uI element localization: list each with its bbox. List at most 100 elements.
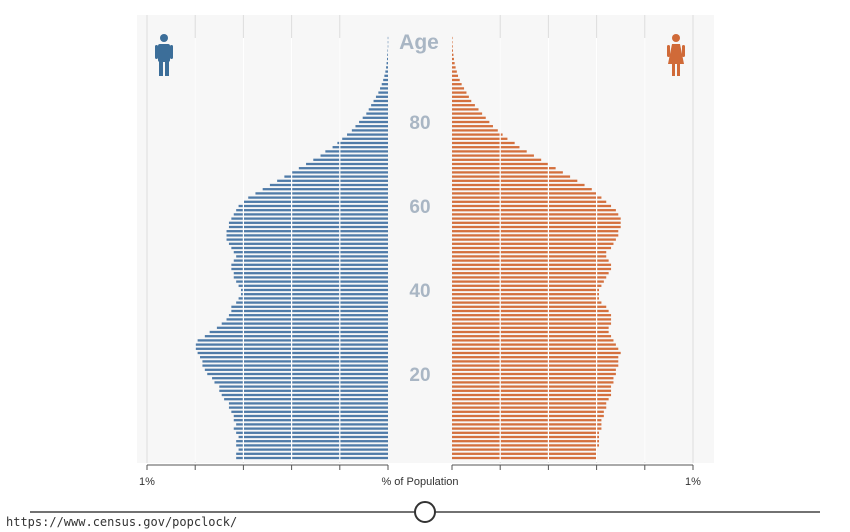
female-bar-age-14 bbox=[452, 398, 609, 401]
female-bar-age-79 bbox=[452, 125, 493, 128]
male-bar-age-88 bbox=[380, 87, 388, 90]
male-bar-age-42 bbox=[236, 280, 388, 283]
male-bar-age-12 bbox=[228, 406, 388, 409]
male-bar-age-8 bbox=[236, 423, 388, 426]
male-bar-age-24 bbox=[200, 356, 388, 359]
female-bar-age-54 bbox=[452, 230, 619, 233]
male-bar-age-79 bbox=[355, 125, 388, 128]
male-bar-age-37 bbox=[236, 301, 388, 304]
male-bar-age-39 bbox=[240, 293, 388, 296]
male-bar-age-29 bbox=[204, 335, 388, 338]
male-bar-age-61 bbox=[243, 200, 388, 203]
male-bar-age-59 bbox=[236, 209, 388, 212]
female-bar-age-60 bbox=[452, 204, 612, 208]
male-bar-age-11 bbox=[231, 410, 388, 413]
female-bar-age-47 bbox=[452, 259, 609, 262]
male-bar-age-5 bbox=[238, 435, 388, 439]
female-bar-age-3 bbox=[452, 444, 600, 447]
male-bar-age-87 bbox=[378, 91, 388, 94]
male-icon bbox=[155, 34, 173, 76]
male-bar-age-28 bbox=[197, 339, 388, 342]
female-bar-age-72 bbox=[452, 154, 534, 157]
male-bar-age-65 bbox=[269, 183, 388, 187]
male-bar-age-77 bbox=[347, 133, 388, 136]
male-bar-age-41 bbox=[238, 284, 388, 287]
male-bar-age-83 bbox=[368, 108, 388, 111]
male-bar-age-86 bbox=[375, 95, 388, 98]
female-bar-age-62 bbox=[452, 196, 602, 199]
male-bar-age-23 bbox=[202, 360, 388, 363]
female-bar-age-49 bbox=[452, 251, 607, 254]
female-bar-age-0 bbox=[452, 456, 597, 460]
female-bar-age-18 bbox=[452, 381, 614, 384]
female-bar-age-63 bbox=[452, 192, 597, 195]
male-bar-age-81 bbox=[362, 116, 388, 119]
female-bar-age-7 bbox=[452, 427, 602, 430]
male-bar-age-55 bbox=[228, 225, 388, 229]
female-bar-age-39 bbox=[452, 293, 600, 296]
male-bar-age-7 bbox=[233, 427, 388, 430]
female-bar-age-52 bbox=[452, 238, 616, 241]
female-bar-age-58 bbox=[452, 213, 619, 216]
age-axis-title: Age bbox=[399, 31, 439, 54]
female-bar-age-2 bbox=[452, 448, 597, 451]
male-bar-age-4 bbox=[236, 440, 388, 443]
female-bar-age-29 bbox=[452, 335, 612, 338]
male-bar-age-85 bbox=[373, 99, 388, 103]
female-bar-age-64 bbox=[452, 188, 592, 191]
male-bar-age-74 bbox=[332, 146, 388, 149]
age-tick-label-20: 20 bbox=[409, 365, 430, 386]
male-bar-age-51 bbox=[228, 242, 388, 245]
x-tick-label-left: 1% bbox=[139, 476, 155, 488]
female-bar-age-8 bbox=[452, 423, 602, 426]
male-bar-age-25 bbox=[197, 351, 388, 355]
male-bar-age-89 bbox=[381, 83, 388, 86]
female-bar-age-96 bbox=[452, 53, 454, 56]
female-bar-age-11 bbox=[452, 410, 604, 413]
male-bar-age-60 bbox=[238, 204, 388, 208]
female-bar-age-48 bbox=[452, 255, 607, 258]
female-bar-age-12 bbox=[452, 406, 607, 409]
female-bar-age-83 bbox=[452, 108, 479, 111]
male-bar-age-31 bbox=[216, 326, 388, 329]
female-bar-age-45 bbox=[452, 267, 612, 271]
female-bar-age-91 bbox=[452, 74, 459, 77]
male-bar-age-63 bbox=[255, 192, 388, 195]
female-bar-age-74 bbox=[452, 146, 520, 149]
age-tick-labels: 20 40 60 80 bbox=[409, 113, 430, 386]
male-bar-age-73 bbox=[325, 150, 388, 153]
male-bar-age-20 bbox=[207, 372, 388, 376]
male-bar-age-36 bbox=[231, 305, 388, 308]
female-bar-age-69 bbox=[452, 167, 556, 170]
male-bar-age-98 bbox=[387, 45, 389, 48]
male-bar-age-35 bbox=[231, 309, 388, 313]
female-bar-age-76 bbox=[452, 137, 508, 140]
male-bar-age-10 bbox=[233, 414, 388, 418]
male-bar-age-71 bbox=[313, 158, 388, 161]
female-bar-age-13 bbox=[452, 402, 607, 405]
source-url[interactable]: https://www.census.gov/popclock/ bbox=[6, 515, 238, 529]
male-bar-age-34 bbox=[228, 314, 388, 317]
female-bar-age-68 bbox=[452, 171, 563, 174]
male-bar-age-99 bbox=[387, 41, 389, 44]
male-bar-age-54 bbox=[226, 230, 388, 233]
female-bar-age-61 bbox=[452, 200, 607, 203]
timeline-handle[interactable] bbox=[414, 501, 436, 523]
male-bar-age-58 bbox=[233, 213, 388, 216]
female-bar-age-15 bbox=[452, 393, 612, 397]
male-bar-age-17 bbox=[219, 385, 388, 388]
male-bar-age-53 bbox=[226, 234, 388, 237]
female-bar-age-80 bbox=[452, 120, 490, 124]
bars bbox=[194, 36, 646, 462]
female-bar-age-46 bbox=[452, 263, 612, 266]
female-bar-age-22 bbox=[452, 364, 619, 367]
male-bar-age-19 bbox=[212, 377, 388, 380]
female-bar-age-9 bbox=[452, 419, 602, 422]
male-bar-age-92 bbox=[385, 70, 388, 73]
female-bar-age-99 bbox=[452, 41, 453, 44]
female-bar-age-35 bbox=[452, 309, 609, 313]
female-bar-age-10 bbox=[452, 414, 604, 418]
male-bar-age-48 bbox=[236, 255, 388, 258]
age-tick-label-60: 60 bbox=[409, 197, 430, 218]
male-bar-age-45 bbox=[231, 267, 388, 271]
